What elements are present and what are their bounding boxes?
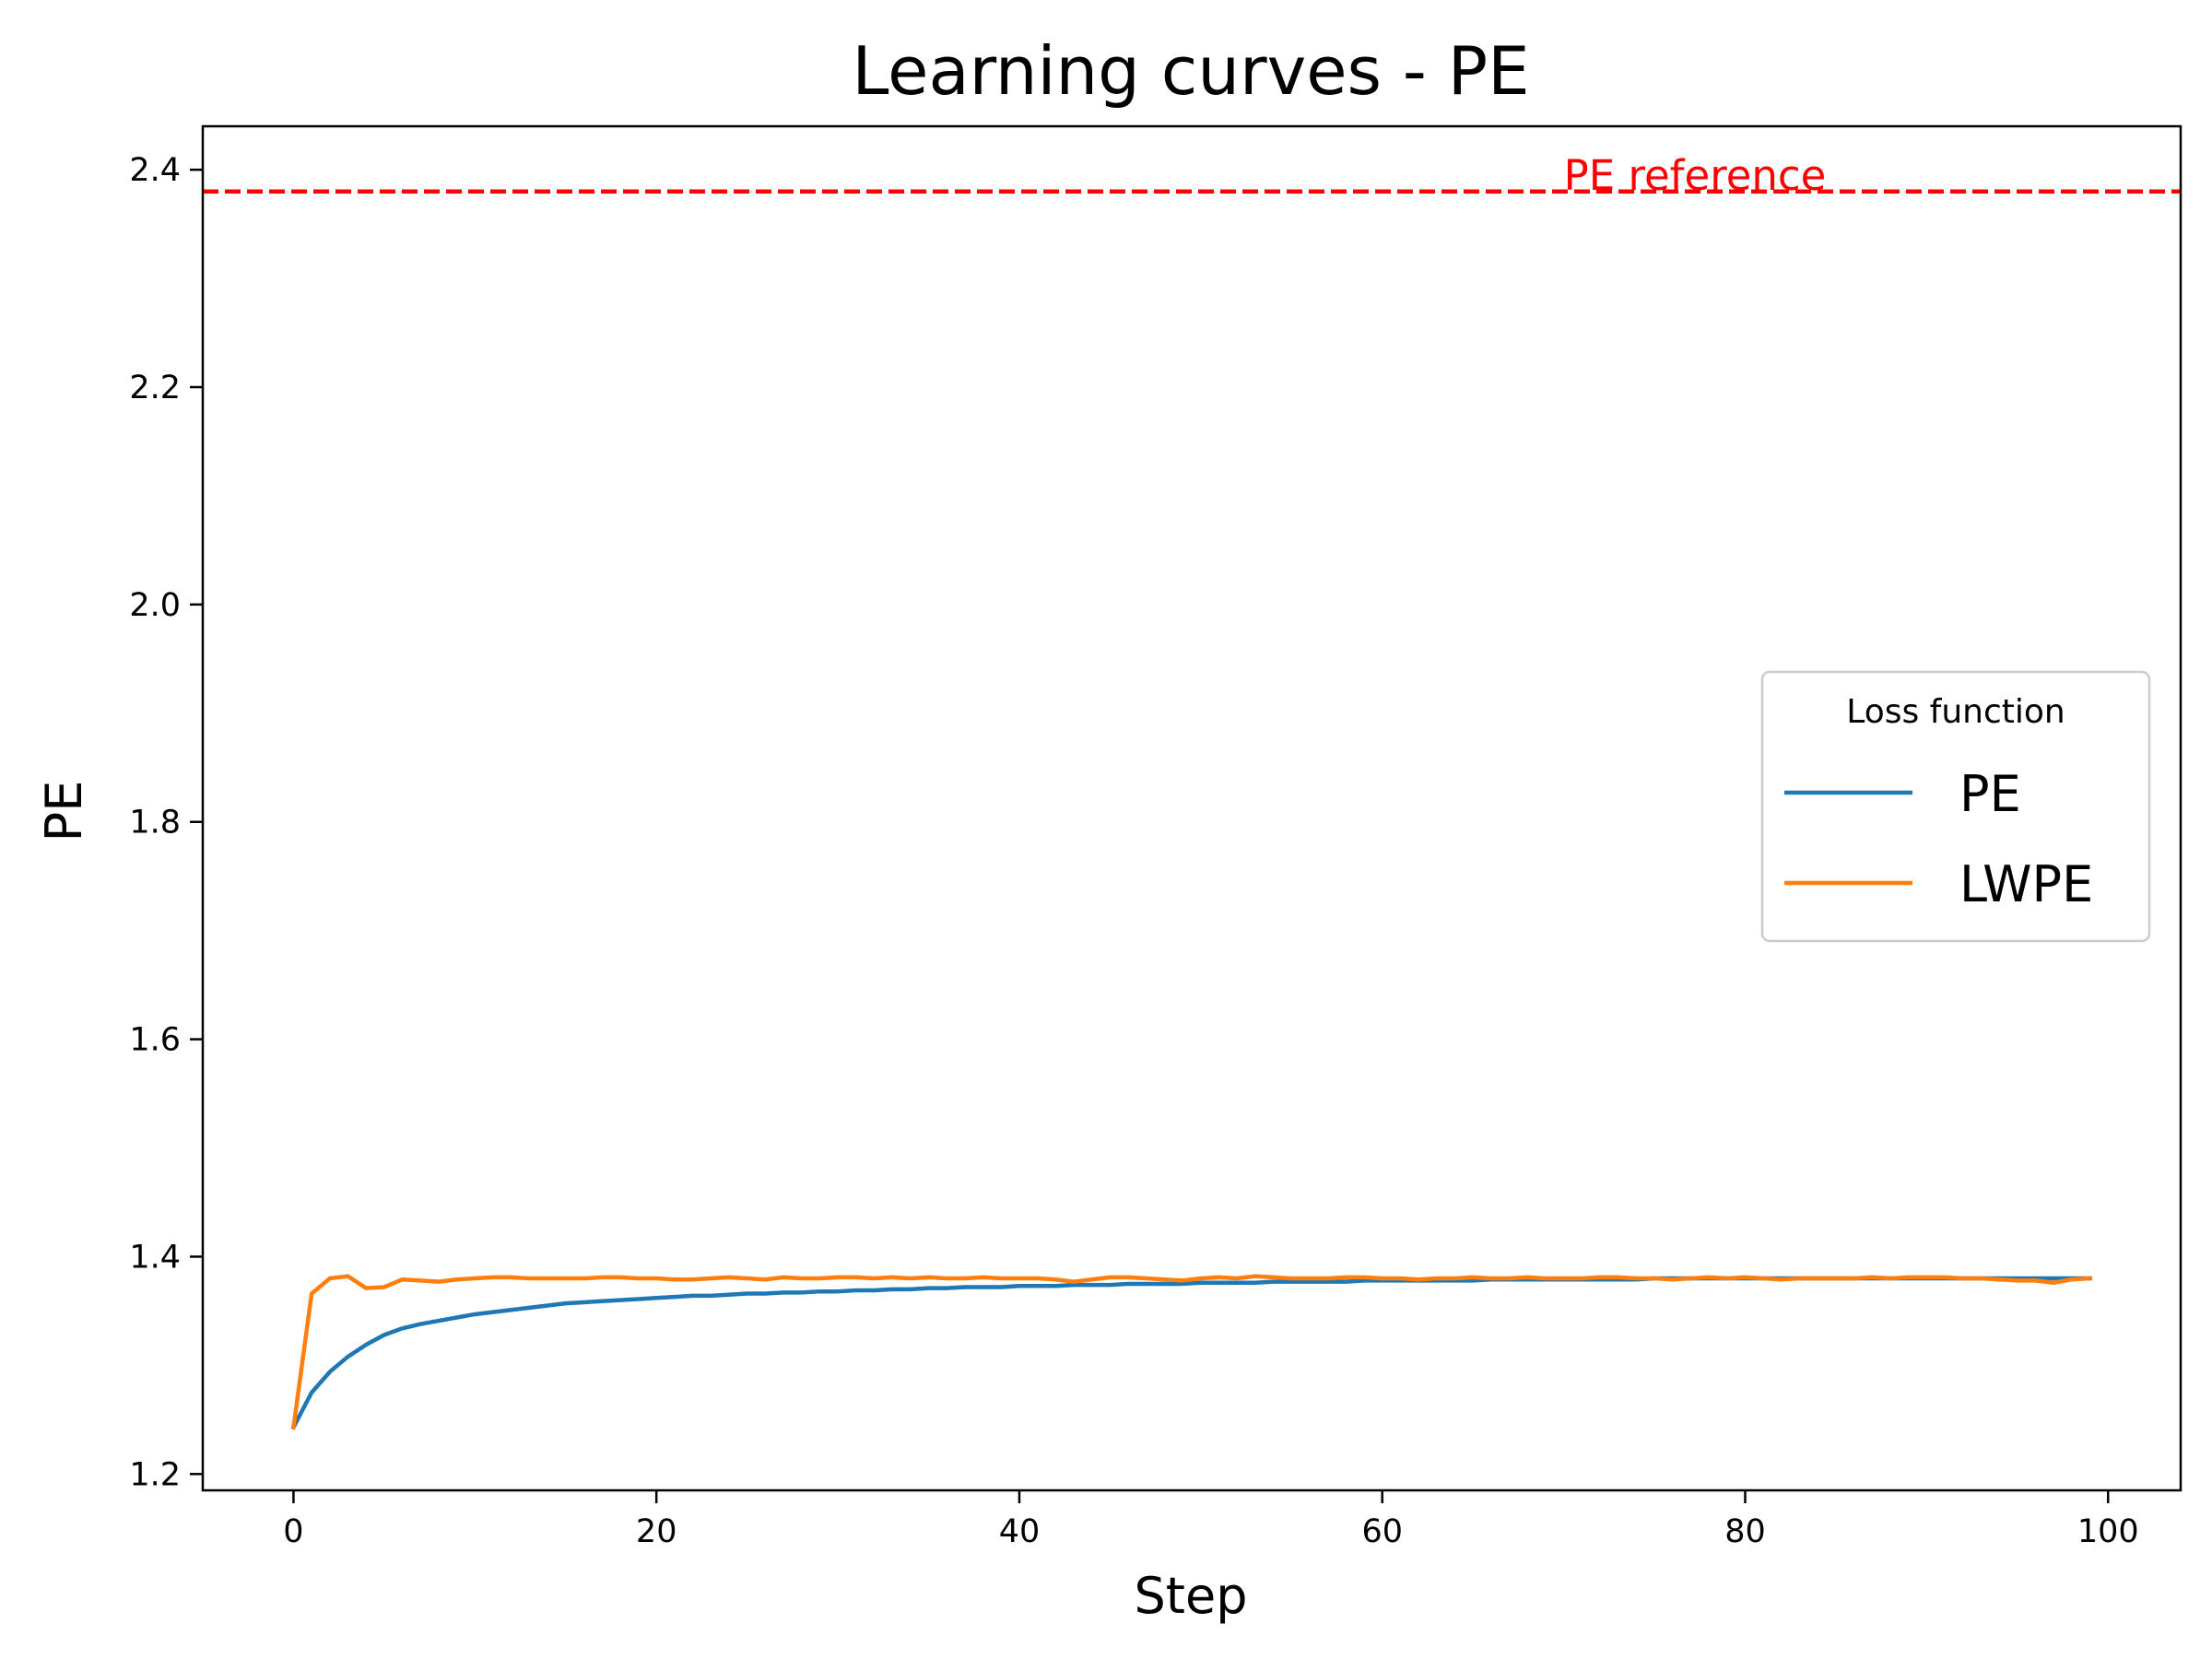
x-tick-label: 40 <box>999 1513 1041 1550</box>
y-tick-label: 2.4 <box>129 152 181 189</box>
x-axis: 0 20 40 60 80 100 <box>283 1490 2139 1550</box>
legend: Loss function PE LWPE <box>1760 670 2151 943</box>
x-axis-label: Step <box>1135 1567 1248 1625</box>
y-tick-label: 1.8 <box>129 805 181 841</box>
legend-label-lwpe: LWPE <box>1959 855 2093 913</box>
plot-area: PE reference <box>201 124 2183 1492</box>
reference-layer: PE reference <box>203 151 2181 200</box>
y-tick-label: 2.2 <box>129 370 181 406</box>
y-axis: 1.2 1.4 1.6 1.8 2.0 2.2 2.4 <box>129 152 203 1493</box>
series-line-lwpe <box>290 1274 2092 1430</box>
y-tick-label: 1.6 <box>129 1022 181 1059</box>
x-tick-label: 100 <box>2077 1513 2139 1550</box>
series-layer <box>290 1274 2092 1430</box>
plot-frame <box>201 124 2183 1492</box>
chart-title: Learning curves - PE <box>852 32 1529 110</box>
legend-label-pe: PE <box>1959 765 2021 823</box>
x-tick-label: 0 <box>283 1513 303 1550</box>
reference-label: PE reference <box>1564 151 1827 200</box>
y-tick-label: 2.0 <box>129 587 181 624</box>
x-tick-label: 20 <box>636 1513 677 1550</box>
y-tick-label: 1.4 <box>129 1239 181 1276</box>
legend-title: Loss function <box>1846 693 2065 731</box>
x-tick-label: 60 <box>1361 1513 1403 1550</box>
x-tick-label: 80 <box>1724 1513 1766 1550</box>
legend-box <box>1760 670 2151 943</box>
y-tick-label: 1.2 <box>129 1456 181 1493</box>
y-axis-label: PE <box>35 781 93 842</box>
